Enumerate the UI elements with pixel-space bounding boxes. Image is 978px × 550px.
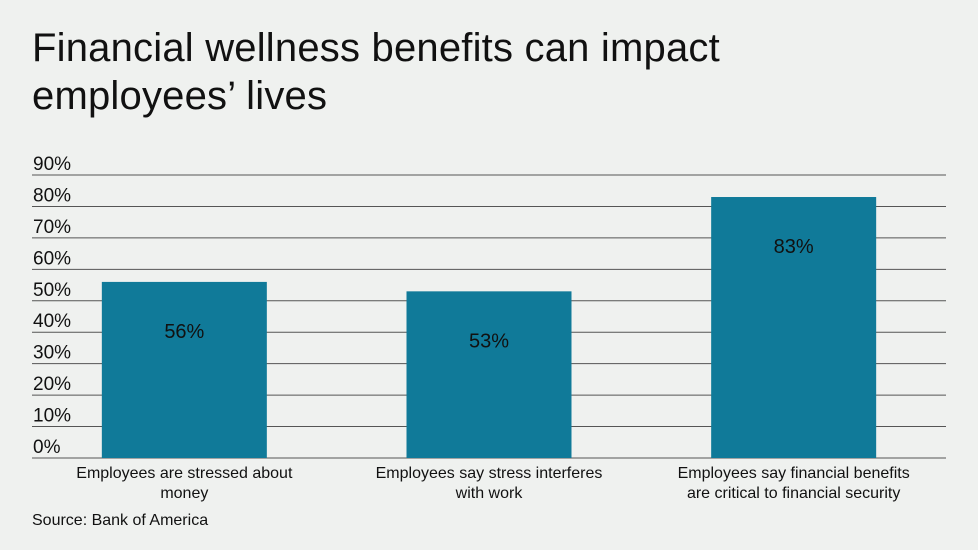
x-category-label: are critical to financial security [687, 485, 900, 502]
data-label: 56% [164, 321, 204, 343]
bar [711, 197, 877, 458]
x-category-label: with work [455, 485, 524, 502]
x-category-label: Employees say financial benefits [678, 465, 910, 482]
source-note: Source: Bank of America [32, 512, 209, 529]
y-tick-label: 60% [33, 248, 71, 269]
bars [101, 197, 877, 458]
y-tick-label: 50% [33, 280, 71, 301]
y-tick-label: 20% [33, 374, 71, 395]
data-labels: 56% 53% 83% [164, 236, 814, 352]
y-tick-label: 80% [33, 185, 71, 206]
x-axis-categories: Employees are stressed about money Employe… [76, 465, 909, 502]
y-tick-label: 90% [33, 154, 71, 175]
bar [101, 281, 267, 458]
chart-title: Financial wellness benefits can impact e… [32, 26, 720, 118]
x-category-label: money [160, 485, 208, 502]
x-category-label: Employees say stress interferes [376, 465, 603, 482]
y-tick-label: 0% [33, 437, 61, 458]
y-tick-label: 10% [33, 406, 71, 427]
y-tick-label: 70% [33, 217, 71, 238]
data-label: 83% [774, 236, 814, 258]
y-axis-ticks: 0% 10% 20% 30% 40% 50% 60% 70% 80% 90% [33, 154, 71, 458]
bar [406, 291, 572, 458]
x-category-label: Employees are stressed about [76, 465, 293, 482]
y-tick-label: 40% [33, 311, 71, 332]
data-label: 53% [469, 330, 509, 352]
y-tick-label: 30% [33, 343, 71, 364]
